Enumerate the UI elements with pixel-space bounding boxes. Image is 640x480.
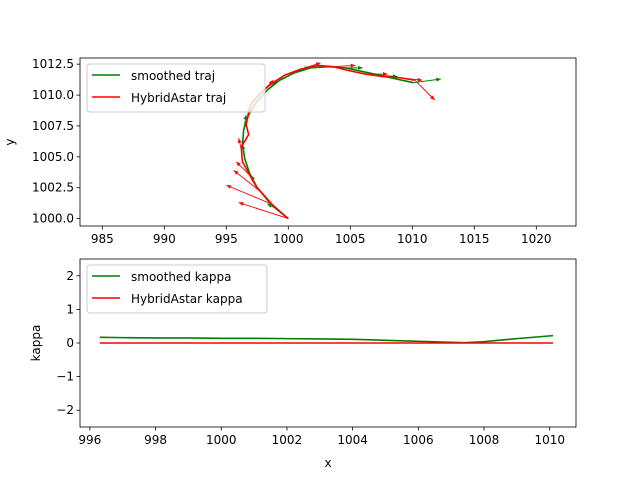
curvature-x-axis-label: x [324,456,331,470]
legend-label-smoothed-kappa: smoothed kappa [131,270,231,284]
heading-arrowhead-hybridastar-traj [233,170,239,175]
curvature-x-tick-label: 1000 [206,433,237,447]
series-line-smoothed-kappa [99,334,554,344]
trajectory-y-tick-label: 1007.5 [32,119,74,133]
trajectory-legend-box [86,63,266,113]
curvature-y-ticks: −2 −1 0 1 2 [56,269,80,417]
heading-arrow-smoothed-traj [413,78,441,84]
trajectory-legend: smoothed traj HybridAstar traj [86,63,266,113]
heading-arrow-hybridastar-traj [414,79,435,101]
trajectory-x-tick-label: 1015 [459,232,490,246]
curvature-panel: 996 998 1000 1002 1004 1006 1008 1010 −2 −1 0 1 2 x… [29,258,577,470]
curvature-x-tick-label: 1010 [534,433,565,447]
curvature-x-tick-label: 1004 [337,433,368,447]
trajectory-x-ticks: 985 990 995 1000 1005 1010 1015 1020 [91,226,552,246]
trajectory-x-tick-label: 990 [153,232,176,246]
heading-arrowhead-smoothed-traj [243,114,248,120]
trajectory-y-axis-label: y [3,138,17,145]
heading-arrowhead-hybridastar-traj [417,77,423,82]
curvature-y-axis-label: kappa [29,325,43,362]
curvature-x-tick-label: 998 [144,433,167,447]
curvature-legend: smoothed kappa HybridAstar kappa [86,264,268,314]
legend-label-smoothed-traj: smoothed traj [131,69,215,83]
legend-label-hybridastar-kappa: HybridAstar kappa [131,292,243,306]
trajectory-x-tick-label: 985 [91,232,114,246]
curvature-x-ticks: 996 998 1000 1002 1004 1006 1008 1010 [78,427,565,447]
trajectory-y-tick-label: 1012.5 [32,57,74,71]
trajectory-x-tick-label: 1000 [273,232,304,246]
heading-arrowhead-hybridastar-traj [236,161,241,167]
heading-arrowhead-hybridastar-traj [350,63,356,68]
trajectory-y-ticks: 1000.0 1002.5 1005.0 1007.5 1010.0 1012.5 [32,57,80,226]
trajectory-y-tick-label: 1005.0 [32,150,74,164]
curvature-x-tick-label: 996 [78,433,101,447]
heading-arrowhead-hybridastar-traj [226,185,232,189]
curvature-legend-box [86,264,268,314]
heading-arrow-hybridastar-traj [226,184,272,205]
trajectory-x-tick-label: 1010 [397,232,428,246]
heading-arrow-hybridastar-traj [233,170,259,191]
curvature-x-tick-label: 1006 [403,433,434,447]
trajectory-axes-frame [79,57,577,227]
curvature-plot-area [99,334,554,344]
curvature-y-tick-label: 2 [66,269,74,283]
legend-label-hybridastar-traj: HybridAstar traj [131,91,226,105]
trajectory-x-tick-label: 1020 [521,232,552,246]
heading-arrowhead-smoothed-traj [358,65,363,70]
curvature-y-tick-label: −1 [56,370,74,384]
heading-arrowhead-hybridastar-traj [237,138,242,144]
curvature-x-tick-label: 1002 [272,433,303,447]
trajectory-x-tick-label: 995 [215,232,238,246]
heading-arrowhead-hybridastar-traj [268,80,274,85]
heading-arrowhead-hybridastar-traj [430,95,435,100]
curvature-y-tick-label: 1 [66,302,74,316]
heading-arrowhead-smoothed-traj [267,203,273,208]
heading-arrow-hybridastar-traj [238,202,289,220]
trajectory-y-tick-label: 1002.5 [32,181,74,195]
curvature-x-tick-label: 1008 [469,433,500,447]
trajectory-panel: 985 990 995 1000 1005 1010 1015 1020 1000.0 1002… [3,57,577,246]
curvature-y-tick-label: 0 [66,336,74,350]
heading-arrowhead-hybridastar-traj [383,72,388,77]
trajectory-y-tick-label: 1010.0 [32,88,74,102]
heading-arrowhead-smoothed-traj [436,77,441,82]
heading-arrowhead-hybridastar-traj [238,202,244,206]
trajectory-y-tick-label: 1000.0 [32,212,74,226]
curvature-y-tick-label: −2 [56,403,74,417]
trajectory-x-tick-label: 1005 [335,232,366,246]
